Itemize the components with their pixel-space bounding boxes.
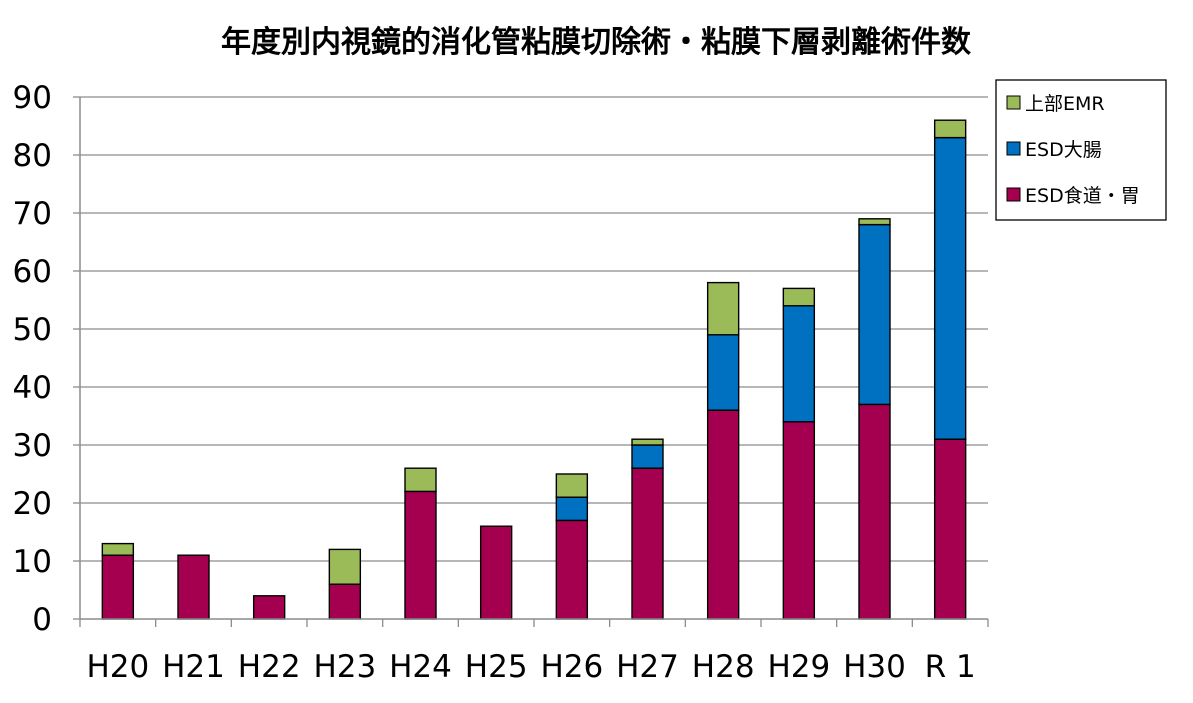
bar-segment [858, 403, 891, 620]
axes [79, 97, 989, 627]
bar-segment [252, 595, 286, 620]
legend-swatch [1006, 95, 1021, 110]
x-tick-label: H26 [540, 649, 603, 685]
bar-segment [631, 438, 664, 446]
legend-swatch [1006, 187, 1021, 202]
y-tick-label: 10 [13, 544, 52, 580]
y-tick-label: 50 [13, 312, 52, 348]
bar-segment [933, 438, 967, 620]
x-tick-label: H27 [616, 649, 679, 685]
bar-segment [933, 119, 967, 139]
bar-segment [933, 136, 967, 440]
bar-segment [631, 467, 664, 620]
bar-segment [177, 554, 210, 620]
bar-segment [328, 548, 362, 585]
y-tick-label: 40 [13, 370, 52, 406]
bar-segment [706, 334, 740, 411]
bar-segment [631, 444, 664, 469]
x-tick-label: H24 [389, 649, 452, 685]
y-tick-label: 20 [13, 486, 52, 522]
bar-segment [782, 287, 816, 307]
y-tick-label: 90 [13, 80, 52, 116]
bar-segment [858, 218, 891, 226]
y-tick-label: 0 [32, 602, 52, 638]
x-tick-label: H25 [465, 649, 528, 685]
x-tick-label: H30 [843, 649, 906, 685]
bar-segment [706, 409, 740, 620]
chart-title: 年度別内視鏡的消化管粘膜切除術・粘膜下層剥離術件数 [221, 25, 972, 60]
x-axis-ticks: H20 H21 H22 H23 H24 H25 H26 H27 H28 H29 H30 R 1 [86, 649, 975, 685]
bar-segment [555, 496, 589, 522]
bar-segment [404, 467, 437, 493]
legend-box [995, 79, 1167, 221]
bar-segment [101, 542, 135, 556]
x-tick-label: H21 [162, 649, 225, 685]
y-tick-label: 60 [13, 254, 52, 290]
bar-segment [782, 305, 816, 423]
y-tick-label: 70 [13, 196, 52, 232]
y-tick-label: 30 [13, 428, 52, 464]
x-tick-label: H28 [692, 649, 755, 685]
bar-segment [328, 583, 362, 620]
legend-swatch [1006, 141, 1021, 156]
bar-segment [555, 473, 589, 498]
y-axis-ticks: 0 10 20 30 40 50 60 70 80 90 [13, 80, 80, 638]
legend: 上部EMR ESD大腸 ESD食道・胃 [995, 79, 1167, 221]
bar-segment [101, 554, 135, 620]
bar-segment [555, 519, 589, 620]
bar-segment [404, 490, 437, 620]
x-tick-label: R 1 [925, 649, 976, 685]
x-tick-label: H22 [238, 649, 301, 685]
bar-segment [706, 281, 740, 336]
legend-label: ESD食道・胃 [1025, 185, 1140, 207]
y-tick-label: 80 [13, 138, 52, 174]
bar-segment [782, 421, 816, 620]
x-tick-label: H20 [86, 649, 149, 685]
bar-segment [479, 525, 513, 620]
gridlines [80, 96, 988, 562]
x-tick-label: H23 [313, 649, 376, 685]
bars-group [101, 119, 967, 620]
legend-label: ESD大腸 [1025, 139, 1102, 161]
x-tick-label: H29 [767, 649, 830, 685]
legend-label: 上部EMR [1025, 93, 1105, 115]
bar-segment [858, 223, 891, 406]
